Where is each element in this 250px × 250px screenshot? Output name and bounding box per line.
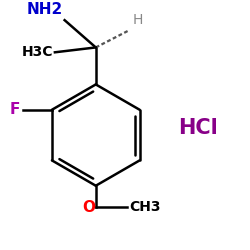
- Text: HCl: HCl: [178, 118, 218, 138]
- Text: F: F: [10, 102, 20, 117]
- Text: O: O: [82, 200, 95, 215]
- Text: H: H: [133, 13, 143, 27]
- Text: H3C: H3C: [22, 45, 53, 59]
- Text: CH3: CH3: [129, 200, 160, 214]
- Text: NH2: NH2: [26, 2, 63, 17]
